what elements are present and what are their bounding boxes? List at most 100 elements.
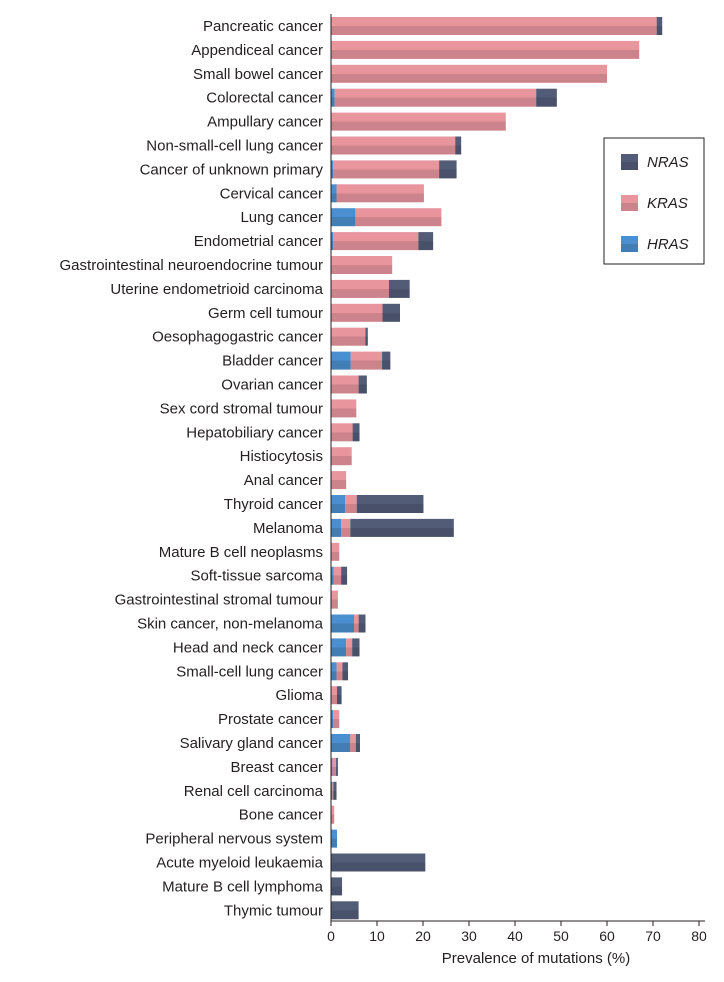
x-axis: Prevalence of mutations (%) 0 10 20 30 40 50 6… (327, 14, 707, 967)
bar-shade-hras-cancer-of-unknown-primary (331, 160, 334, 179)
bar-shade-kras-skin-cancer-non-melanoma (354, 614, 359, 633)
category-label-peripheral-nervous-system: Peripheral nervous system (145, 831, 323, 848)
bar-shade-kras-sex-cord-stromal-tumour (331, 399, 357, 418)
category-label-thymic-tumour: Thymic tumour (224, 902, 323, 919)
bar-shade-hras-renal-cell-carcinoma (331, 781, 333, 800)
legend-swatch-shade-hras (621, 236, 638, 252)
category-label-head-and-neck-cancer: Head and neck cancer (173, 639, 323, 656)
bar-shade-nras-hepatobiliary-cancer (352, 423, 360, 442)
bar-shade-kras-colorectal-cancer (334, 88, 537, 107)
bar-shade-kras-breast-cancer (332, 757, 337, 776)
bar-shade-nras-ovarian-cancer (358, 375, 367, 394)
bar-shade-nras-non-small-cell-lung-cancer (455, 136, 462, 155)
bar-shade-hras-colorectal-cancer (331, 88, 335, 107)
category-labels: Pancreatic cancer Appendiceal cancer Small… (60, 18, 324, 919)
bar-shade-nras-cancer-of-unknown-primary (439, 160, 457, 179)
bar-shade-kras-head-and-neck-cancer (346, 638, 353, 657)
category-label-breast-cancer: Breast cancer (230, 759, 323, 776)
bar-shade-nras-glioma (336, 686, 342, 705)
bar-shade-hras-endometrial-cancer (331, 232, 334, 251)
category-label-small-bowel-cancer: Small bowel cancer (193, 66, 323, 83)
bar-shade-kras-gastrointestinal-stromal-tumour (331, 590, 338, 609)
bar-shade-kras-melanoma (341, 518, 351, 537)
category-label-bone-cancer: Bone cancer (239, 807, 323, 824)
bar-shade-kras-bone-cancer (331, 805, 335, 824)
category-label-gastrointestinal-stromal-tumour: Gastrointestinal stromal tumour (115, 592, 323, 609)
x-axis-title: Prevalence of mutations (%) (442, 950, 630, 967)
bar-shade-kras-renal-cell-carcinoma (332, 781, 334, 800)
bar-shade-nras-soft-tissue-sarcoma (341, 566, 348, 585)
category-label-lung-cancer: Lung cancer (240, 209, 323, 226)
category-label-hepatobiliary-cancer: Hepatobiliary cancer (186, 424, 323, 441)
bar-shade-kras-small-bowel-cancer (331, 64, 607, 83)
category-label-salivary-gland-cancer: Salivary gland cancer (180, 735, 323, 752)
bar-shade-kras-cancer-of-unknown-primary (333, 160, 440, 179)
bar-shade-kras-ampullary-cancer (331, 112, 506, 131)
category-label-appendiceal-cancer: Appendiceal cancer (191, 42, 323, 59)
bar-shade-kras-uterine-endometrioid-carcinoma (331, 279, 389, 298)
bar-shade-kras-non-small-cell-lung-cancer (331, 136, 456, 155)
bar-shade-hras-salivary-gland-cancer (331, 734, 351, 752)
legend: NRAS KRAS HRAS (603, 137, 705, 265)
bars (331, 17, 663, 920)
bar-shade-nras-thymic-tumour (331, 901, 359, 920)
category-label-renal-cell-carcinoma: Renal cell carcinoma (184, 783, 324, 800)
bar-shade-hras-breast-cancer (331, 757, 333, 776)
category-label-colorectal-cancer: Colorectal cancer (206, 90, 323, 107)
category-label-histiocytosis: Histiocytosis (240, 448, 323, 465)
bar-shade-nras-endometrial-cancer (418, 232, 434, 251)
bar-shade-kras-germ-cell-tumour (331, 303, 383, 322)
bar-shade-hras-thyroid-cancer (331, 495, 346, 513)
category-label-glioma: Glioma (275, 687, 323, 704)
bar-shade-kras-ovarian-cancer (331, 375, 359, 394)
category-label-small-cell-lung-cancer: Small-cell lung cancer (176, 663, 323, 680)
bar-shade-nras-breast-cancer (336, 757, 338, 776)
bar-shade-nras-head-and-neck-cancer (352, 638, 360, 657)
category-label-anal-cancer: Anal cancer (244, 472, 323, 489)
category-label-non-small-cell-lung-cancer: Non-small-cell lung cancer (146, 138, 323, 155)
bar-shade-hras-skin-cancer-non-melanoma (331, 614, 354, 633)
category-label-bladder-cancer: Bladder cancer (222, 353, 323, 370)
category-label-ovarian-cancer: Ovarian cancer (221, 377, 323, 394)
legend-box (603, 137, 705, 265)
bar-shade-kras-appendiceal-cancer (331, 40, 640, 59)
bar-shade-kras-glioma (331, 686, 337, 705)
bar-shade-nras-uterine-endometrioid-carcinoma (388, 279, 410, 298)
bar-shade-kras-small-cell-lung-cancer (336, 662, 343, 681)
bar-shade-kras-pancreatic-cancer (331, 17, 657, 35)
x-tick-label-10: 10 (369, 928, 385, 944)
bar-shade-kras-hepatobiliary-cancer (331, 423, 353, 442)
category-label-skin-cancer-non-melanoma: Skin cancer, non-melanoma (137, 616, 324, 633)
category-label-soft-tissue-sarcoma: Soft-tissue sarcoma (190, 568, 323, 585)
category-label-ampullary-cancer: Ampullary cancer (207, 114, 323, 131)
bar-shade-kras-soft-tissue-sarcoma (333, 566, 342, 585)
bar-shade-nras-melanoma (350, 518, 454, 537)
category-label-uterine-endometrioid-carcinoma: Uterine endometrioid carcinoma (110, 281, 323, 298)
x-tick-label-30: 30 (461, 928, 477, 944)
bar-shade-nras-acute-myeloid-leukaemia (331, 853, 426, 872)
bar-shade-hras-cervical-cancer (331, 184, 337, 203)
legend-label-hras: HRAS (647, 236, 689, 253)
x-tick-label-80: 80 (691, 928, 707, 944)
bar-shade-nras-thyroid-cancer (356, 495, 424, 513)
bar-shade-kras-mature-b-cell-neoplasms (331, 542, 340, 561)
bar-shade-hras-peripheral-nervous-system (331, 829, 337, 848)
category-label-endometrial-cancer: Endometrial cancer (194, 233, 323, 250)
bar-shade-kras-endometrial-cancer (333, 232, 419, 251)
bar-shade-kras-anal-cancer (331, 471, 347, 490)
bar-shade-kras-salivary-gland-cancer (350, 734, 356, 752)
bar-shade-hras-head-and-neck-cancer (331, 638, 347, 657)
bar-shade-hras-bladder-cancer (331, 351, 351, 370)
bar-shade-hras-lung-cancer (331, 208, 356, 227)
bar-shade-kras-histiocytosis (331, 447, 352, 466)
bar-shade-nras-salivary-gland-cancer (355, 734, 360, 752)
legend-swatch-shade-nras (621, 154, 638, 170)
x-tick-label-60: 60 (599, 928, 615, 944)
x-tick-label-40: 40 (507, 928, 523, 944)
x-tick-label-20: 20 (415, 928, 431, 944)
category-label-gastrointestinal-neuroendocrine-tumour: Gastrointestinal neuroendocrine tumour (60, 257, 323, 274)
legend-label-kras: KRAS (647, 195, 688, 212)
bar-shade-nras-pancreatic-cancer (656, 17, 663, 35)
category-label-mature-b-cell-neoplasms: Mature B cell neoplasms (159, 544, 323, 561)
